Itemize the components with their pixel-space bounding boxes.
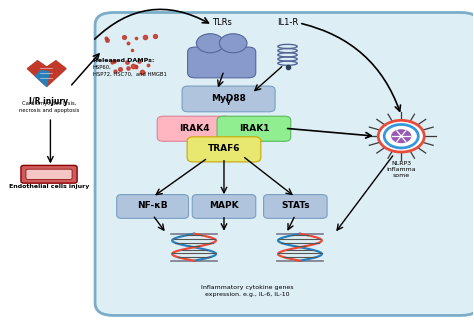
Circle shape xyxy=(378,120,424,152)
FancyBboxPatch shape xyxy=(157,116,231,141)
Text: Inflammatory cytokine genes
expression. e.g., IL-6, IL-10: Inflammatory cytokine genes expression. … xyxy=(201,285,293,297)
Polygon shape xyxy=(35,70,49,86)
FancyBboxPatch shape xyxy=(182,86,275,112)
FancyBboxPatch shape xyxy=(187,137,261,162)
Text: STATs: STATs xyxy=(281,202,310,211)
Text: I/R injury: I/R injury xyxy=(29,97,69,106)
Text: IRAK1: IRAK1 xyxy=(239,124,269,133)
FancyBboxPatch shape xyxy=(26,169,72,179)
Text: Endothelial cells injury: Endothelial cells injury xyxy=(9,184,89,189)
Text: IRAK4: IRAK4 xyxy=(179,124,210,133)
FancyBboxPatch shape xyxy=(188,47,256,78)
Text: NLRP3
inflamma
some: NLRP3 inflamma some xyxy=(386,161,416,178)
Text: IL1-R: IL1-R xyxy=(277,18,298,27)
FancyBboxPatch shape xyxy=(192,195,256,218)
Text: NF-κB: NF-κB xyxy=(137,202,168,211)
FancyBboxPatch shape xyxy=(21,165,77,183)
Text: Released DAMPs:: Released DAMPs: xyxy=(93,59,154,63)
Text: MAPK: MAPK xyxy=(209,202,239,211)
FancyBboxPatch shape xyxy=(117,195,189,218)
Text: Cardiomycytes lysis,
necrosis and apoptosis: Cardiomycytes lysis, necrosis and apopto… xyxy=(19,101,79,113)
Circle shape xyxy=(196,34,224,53)
Text: TRAF6: TRAF6 xyxy=(208,144,240,153)
Circle shape xyxy=(219,34,247,53)
Polygon shape xyxy=(27,61,66,86)
Circle shape xyxy=(384,124,418,148)
Text: MyD88: MyD88 xyxy=(211,94,246,103)
Text: HSP60,
HSP72, HSC70,  and HMGB1: HSP60, HSP72, HSC70, and HMGB1 xyxy=(93,65,167,76)
FancyBboxPatch shape xyxy=(217,116,291,141)
Text: TLRs: TLRs xyxy=(212,18,232,27)
FancyBboxPatch shape xyxy=(95,12,474,316)
Circle shape xyxy=(391,129,411,143)
FancyBboxPatch shape xyxy=(264,195,327,218)
